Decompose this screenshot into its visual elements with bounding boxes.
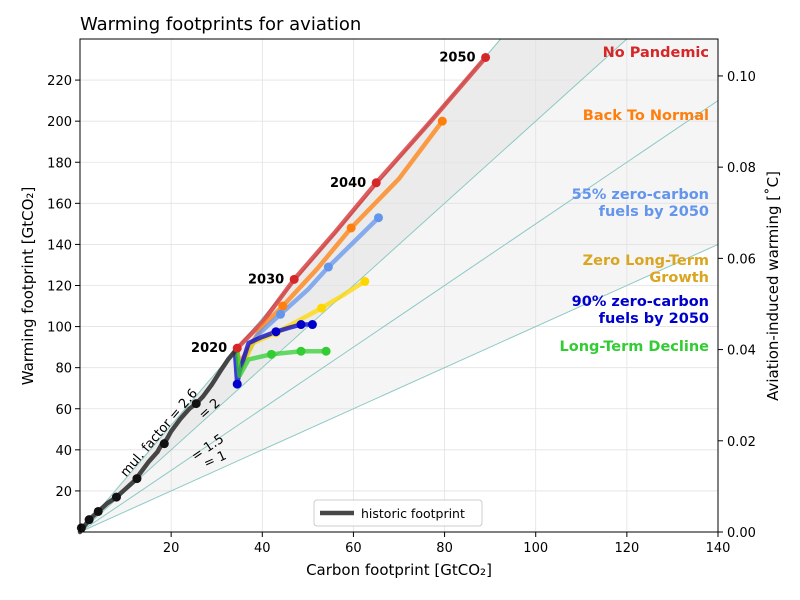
y-tick-label: 180 — [47, 156, 72, 171]
series-point — [307, 320, 317, 330]
series-point — [346, 223, 356, 233]
x-axis-title: Carbon footprint [GtCO₂] — [306, 561, 492, 579]
x-tick-label: 100 — [523, 541, 548, 556]
factor-line — [79, 100, 719, 533]
historic-line — [77, 348, 238, 535]
series-point — [232, 343, 242, 353]
series-point — [323, 262, 333, 272]
year-label: 2020 — [191, 341, 227, 356]
chart-title: Warming footprints for aviation — [80, 14, 361, 35]
series-point — [317, 303, 327, 313]
scenario-label: 90% zero-carbon — [572, 294, 709, 310]
y-tick-label: 120 — [47, 280, 72, 295]
historic-point — [93, 506, 103, 516]
y-tick-label: 20 — [55, 485, 72, 500]
x-tick-label: 80 — [436, 541, 453, 556]
y2-axis-title: Aviation-induced warming [˚C] — [764, 171, 782, 401]
series-point — [271, 327, 281, 337]
scenario-label: Back To Normal — [583, 108, 709, 124]
historic-point — [159, 439, 169, 449]
legend-box — [313, 499, 483, 527]
y2-tick-label: 0.04 — [727, 344, 756, 359]
series-point — [296, 346, 306, 356]
x-tick-label: 140 — [706, 541, 731, 556]
y2-tick-label: 0.10 — [727, 70, 756, 85]
y-tick-label: 100 — [47, 321, 72, 336]
series-point — [360, 276, 370, 286]
y-tick-label: 220 — [47, 74, 72, 89]
y-tick-label: 60 — [55, 403, 72, 418]
series-point — [266, 349, 276, 359]
historic-point — [84, 515, 94, 525]
series-point — [289, 274, 299, 284]
y-tick-label: 160 — [47, 197, 72, 212]
y2-tick-label: 0.02 — [727, 435, 756, 450]
series-line — [234, 55, 488, 351]
axes-group: 20 40 60 80 100 120 14020406080100120140160180… — [47, 38, 756, 556]
scenario-label: Long-Term Decline — [560, 339, 710, 355]
x-tick-label: 20 — [163, 541, 180, 556]
year-label: 2050 — [439, 50, 475, 65]
year-label: 2040 — [330, 176, 366, 191]
x-tick-label: 120 — [614, 541, 639, 556]
legend-label: historic footprint — [361, 506, 465, 521]
y-axis-title: Warming footprint [GtCO₂] — [19, 187, 37, 386]
historic-point — [191, 399, 201, 409]
series-group — [76, 52, 491, 535]
scenario-label: Growth — [649, 270, 709, 286]
x-tick-label: 60 — [345, 541, 362, 556]
y-tick-label: 80 — [55, 362, 72, 377]
scenario-label: fuels by 2050 — [599, 311, 709, 327]
series-point — [276, 309, 286, 319]
scenario-label: 55% zero-carbon — [572, 187, 709, 203]
historic-point — [76, 523, 86, 533]
series-point — [373, 213, 383, 223]
series-point — [437, 116, 447, 126]
factor-line — [79, 243, 719, 533]
scenario-label: Zero Long-Term — [583, 253, 709, 269]
series-point — [296, 320, 306, 330]
y2-tick-label: 0.00 — [727, 526, 756, 541]
year-label: 2030 — [248, 272, 284, 287]
legend: historic footprint — [313, 499, 483, 527]
y-tick-label: 200 — [47, 115, 72, 130]
historic-point — [111, 492, 121, 502]
x-tick-label: 40 — [254, 541, 271, 556]
series-point — [371, 178, 381, 188]
series-point — [481, 52, 491, 62]
scenario-label: fuels by 2050 — [599, 204, 709, 220]
historic-point — [132, 474, 142, 484]
y-tick-label: 140 — [47, 238, 72, 253]
y2-tick-label: 0.06 — [727, 252, 756, 267]
y-tick-label: 40 — [55, 444, 72, 459]
series-point — [321, 346, 331, 356]
scenario-label: No Pandemic — [603, 45, 709, 61]
series-point — [278, 301, 288, 311]
series-point — [232, 379, 242, 389]
factor-line — [79, 38, 628, 533]
y2-tick-label: 0.08 — [727, 161, 756, 176]
